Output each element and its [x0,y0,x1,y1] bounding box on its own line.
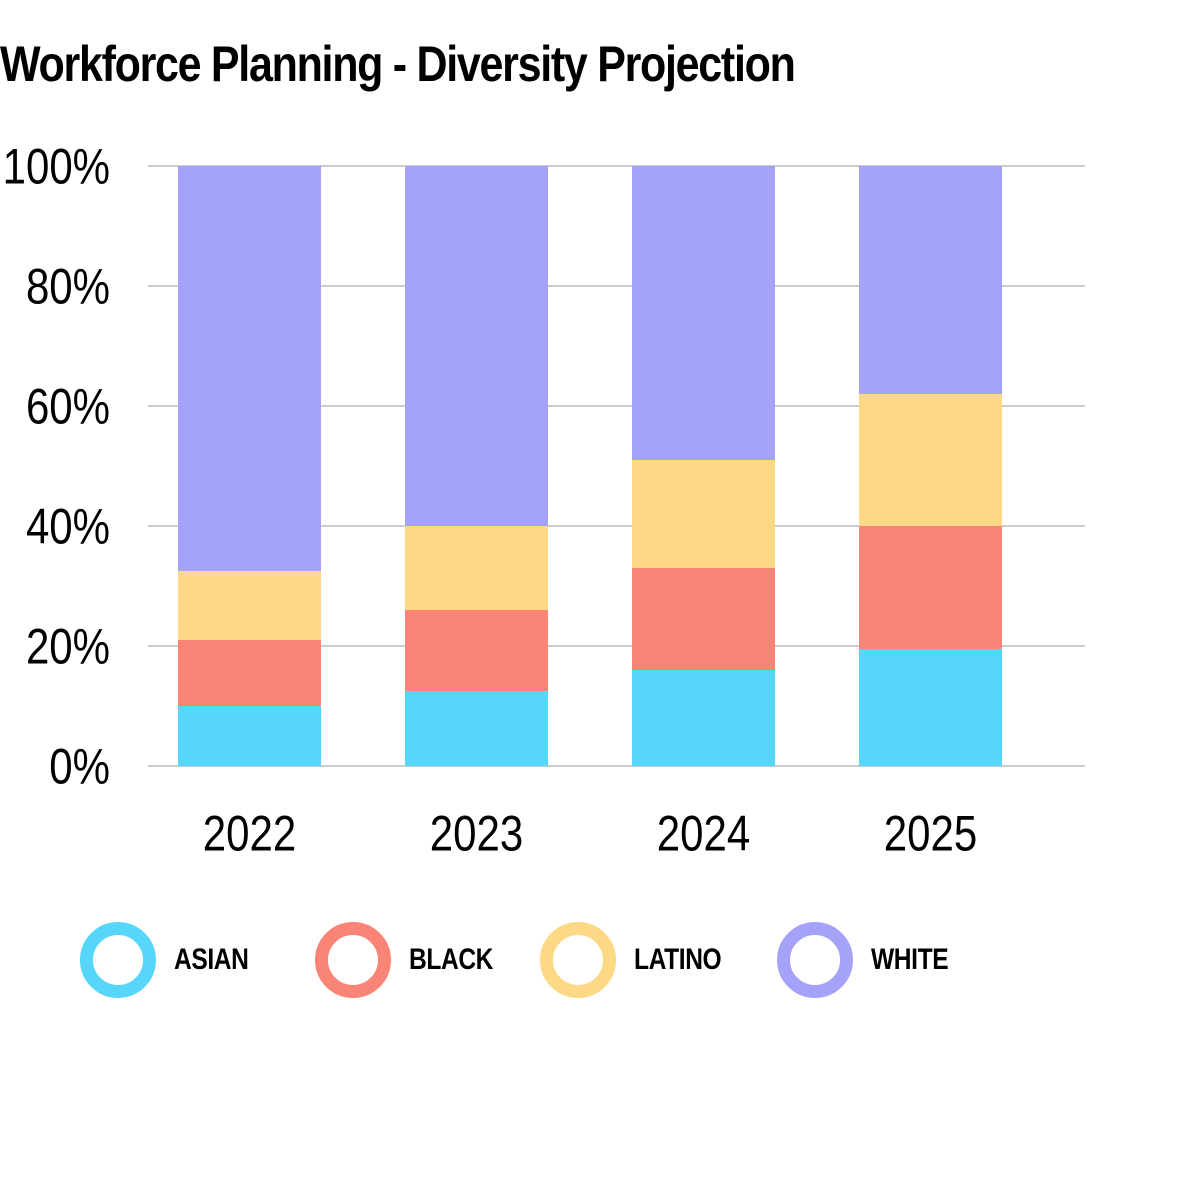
bars [178,166,1002,766]
legend: ASIAN BLACK LATINO WHITE [80,920,1120,1000]
bar-segment-latino-2022 [178,571,321,640]
legend-swatch-icon [777,922,853,998]
stacked-bar-chart: 0% 20% 40% 60% 80% 100% 2022 2023 2024 2025 [3,138,1085,861]
bar-segment-white-2025 [859,166,1002,394]
legend-item-asian: ASIAN [80,920,265,1000]
bar-segment-black-2025 [859,526,1002,649]
legend-label: ASIAN [174,943,249,976]
bar-segment-asian-2023 [405,691,548,766]
bar-segment-black-2024 [632,568,775,670]
y-tick-label: 100% [3,138,110,194]
x-tick-label: 2023 [430,805,523,861]
chart-title: Workforce Planning - Diversity Projectio… [0,36,796,92]
legend-label: WHITE [871,943,949,976]
x-tick-label: 2022 [203,805,296,861]
bar-segment-asian-2024 [632,670,775,766]
bar-segment-latino-2024 [632,460,775,568]
x-tick-label: 2025 [884,805,977,861]
y-tick-label: 60% [26,378,110,434]
bar-segment-white-2023 [405,166,548,526]
bar-segment-black-2023 [405,610,548,691]
bar-segment-latino-2025 [859,394,1002,526]
legend-label: BLACK [409,943,494,976]
y-tick-label: 80% [26,258,110,314]
legend-swatch-icon [540,922,616,998]
bar-segment-latino-2023 [405,526,548,610]
bar-segment-black-2022 [178,640,321,706]
legend-item-latino: LATINO [540,920,740,1000]
legend-label: LATINO [634,943,722,976]
bar-segment-white-2022 [178,166,321,571]
legend-item-white: WHITE [777,920,965,1000]
bar-segment-asian-2025 [859,649,1002,766]
bar-segment-white-2024 [632,166,775,460]
legend-swatch-icon [80,922,156,998]
x-axis-ticks: 2022 2023 2024 2025 [203,805,977,861]
y-axis-ticks: 0% 20% 40% 60% 80% 100% [3,138,110,794]
bar-segment-asian-2022 [178,706,321,766]
legend-swatch-icon [315,922,391,998]
y-tick-label: 20% [26,618,110,674]
y-tick-label: 40% [26,498,110,554]
x-tick-label: 2024 [657,805,750,861]
y-tick-label: 0% [49,738,110,794]
legend-item-black: BLACK [315,920,512,1000]
